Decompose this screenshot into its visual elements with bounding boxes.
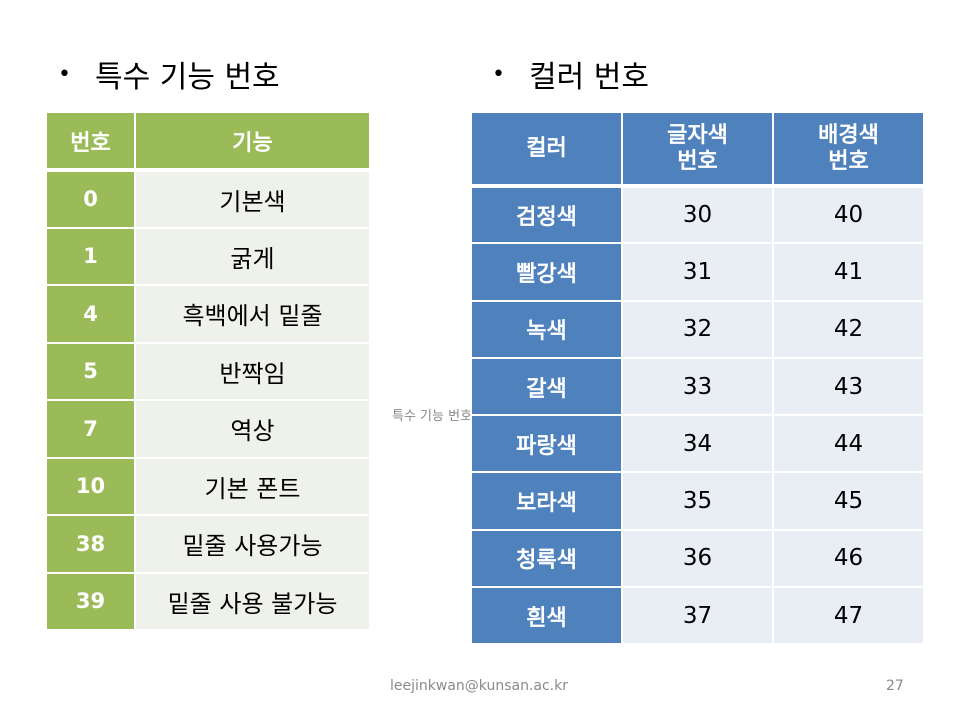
- row-value-cell: 47: [772, 586, 925, 646]
- table-row: 38 밑줄 사용가능: [45, 514, 371, 574]
- table-row: 파랑색 34 44: [470, 414, 925, 474]
- row-key-cell: 7: [45, 399, 136, 459]
- row-key-cell: 검정색: [470, 184, 623, 245]
- row-key-cell: 5: [45, 341, 136, 401]
- row-value-cell: 32: [621, 299, 774, 359]
- table-row: 39 밑줄 사용 불가능: [45, 571, 371, 631]
- table-row: 5 반짝임: [45, 341, 371, 401]
- header-cell: 배경색 번호: [772, 111, 925, 188]
- row-value-cell: 31: [621, 242, 774, 302]
- row-key-cell: 흰색: [470, 586, 623, 646]
- row-value-cell: 33: [621, 356, 774, 417]
- row-key-cell: 4: [45, 284, 136, 344]
- row-value-cell: 45: [772, 471, 925, 531]
- row-value-cell: 밑줄 사용가능: [134, 514, 371, 574]
- row-value-cell: 35: [621, 471, 774, 531]
- row-value-cell: 43: [772, 356, 925, 417]
- overlay-caption: 특수 기능 번호: [392, 409, 473, 424]
- table-row: 녹색 32 42: [470, 299, 925, 359]
- header-cell: 번호: [45, 111, 136, 172]
- bullet-icon: •: [492, 61, 505, 87]
- row-key-cell: 38: [45, 514, 136, 574]
- row-key-cell: 파랑색: [470, 414, 623, 474]
- row-value-cell: 46: [772, 528, 925, 589]
- table-row: 1 굵게: [45, 226, 371, 286]
- table-row: 갈색 33 43: [470, 356, 925, 417]
- row-key-cell: 갈색: [470, 356, 623, 417]
- right-title: • 컬러 번호: [492, 52, 649, 96]
- table-row: 검정색 30 40: [470, 184, 925, 245]
- row-value-cell: 반짝임: [134, 341, 371, 401]
- table-row: 흰색 37 47: [470, 586, 925, 646]
- row-value-cell: 굵게: [134, 226, 371, 286]
- table-row: 7 역상: [45, 399, 371, 459]
- row-key-cell: 보라색: [470, 471, 623, 531]
- left-title: • 특수 기능 번호: [58, 52, 280, 96]
- row-value-cell: 밑줄 사용 불가능: [134, 571, 371, 631]
- row-value-cell: 기본 폰트: [134, 456, 371, 516]
- table-row: 4 흑백에서 밑줄: [45, 284, 371, 344]
- row-key-cell: 39: [45, 571, 136, 631]
- page-number: 27: [886, 678, 904, 694]
- left-title-text: 특수 기능 번호: [94, 60, 280, 95]
- header-cell: 기능: [134, 111, 371, 172]
- table-row: 청록색 36 46: [470, 528, 925, 589]
- table-header: 번호 기능: [45, 111, 371, 172]
- row-value-cell: 37: [621, 586, 774, 646]
- row-key-cell: 녹색: [470, 299, 623, 359]
- row-value-cell: 36: [621, 528, 774, 589]
- header-cell: 컬러: [470, 111, 623, 188]
- table-row: 보라색 35 45: [470, 471, 925, 531]
- row-value-cell: 30: [621, 184, 774, 245]
- table-row: 0 기본색: [45, 169, 371, 229]
- row-value-cell: 34: [621, 414, 774, 474]
- table-header: 컬러 글자색 번호 배경색 번호: [470, 111, 925, 188]
- row-value-cell: 역상: [134, 399, 371, 459]
- row-key-cell: 0: [45, 169, 136, 229]
- color-code-table: 컬러 글자색 번호 배경색 번호 검정색 30 40 빨강색 31 41 녹색 32 42 갈색 3…: [470, 111, 925, 646]
- row-value-cell: 기본색: [134, 169, 371, 229]
- table-row: 10 기본 폰트: [45, 456, 371, 516]
- row-value-cell: 42: [772, 299, 925, 359]
- row-value-cell: 44: [772, 414, 925, 474]
- footer-email: leejinkwan@kunsan.ac.kr: [390, 678, 568, 694]
- table-row: 빨강색 31 41: [470, 242, 925, 302]
- row-key-cell: 청록색: [470, 528, 623, 589]
- row-value-cell: 흑백에서 밑줄: [134, 284, 371, 344]
- row-key-cell: 1: [45, 226, 136, 286]
- row-key-cell: 빨강색: [470, 242, 623, 302]
- row-key-cell: 10: [45, 456, 136, 516]
- right-title-text: 컬러 번호: [528, 60, 649, 95]
- special-function-table: 번호 기능 0 기본색 1 굵게 4 흑백에서 밑줄 5 반짝임 7 역상 10 기본 폰트 38 밑줄 …: [45, 111, 371, 631]
- header-cell: 글자색 번호: [621, 111, 774, 188]
- bullet-icon: •: [58, 61, 71, 87]
- row-value-cell: 41: [772, 242, 925, 302]
- row-value-cell: 40: [772, 184, 925, 245]
